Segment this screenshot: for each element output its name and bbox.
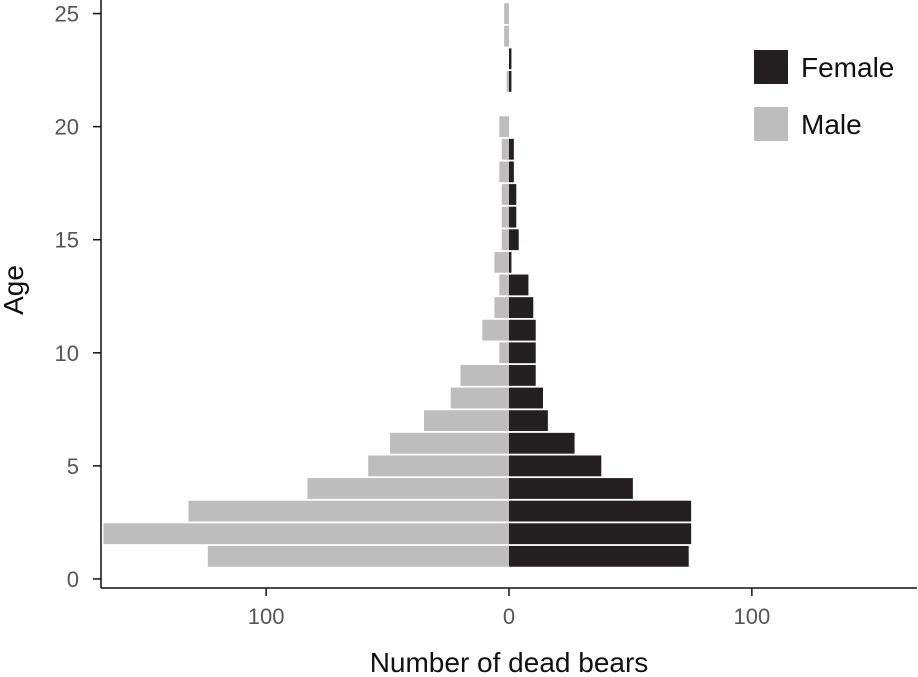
y-tick-label: 0 xyxy=(67,567,79,592)
legend-swatch-male xyxy=(754,107,788,141)
x-tick-label: 100 xyxy=(733,604,770,629)
bar-male-age-14 xyxy=(494,251,509,273)
bar-female-age-9 xyxy=(509,365,536,386)
bar-female-age-5 xyxy=(509,455,602,477)
bar-female-age-19 xyxy=(509,138,514,160)
bar-female-age-7 xyxy=(509,410,548,432)
bar-male-age-8 xyxy=(450,387,509,409)
x-tick-label: 100 xyxy=(248,604,285,629)
bar-male-age-9 xyxy=(460,365,509,386)
bar-female-age-14 xyxy=(509,251,512,273)
y-tick-label: 15 xyxy=(55,228,79,253)
bar-male-age-16 xyxy=(501,206,509,228)
bar-female-age-17 xyxy=(509,184,517,205)
bar-male-age-10 xyxy=(499,342,509,364)
bar-male-age-7 xyxy=(424,410,509,432)
bar-male-age-22 xyxy=(506,71,509,92)
legend: Female Male xyxy=(754,50,894,141)
bar-male-age-11 xyxy=(482,319,509,341)
bar-female-age-6 xyxy=(509,432,575,454)
bar-male-age-19 xyxy=(501,138,509,160)
bar-female-age-12 xyxy=(509,297,534,318)
bar-female-age-10 xyxy=(509,342,536,364)
bar-female-age-1 xyxy=(509,545,689,567)
y-tick-label: 10 xyxy=(55,341,79,366)
x-axis-title: Number of dead bears xyxy=(370,647,649,677)
bar-male-age-24 xyxy=(504,25,509,47)
y-tick-label: 5 xyxy=(67,454,79,479)
y-ticks-group: 0 5 10 15 20 25 xyxy=(55,2,101,592)
legend-label-male: Male xyxy=(801,109,862,140)
bar-male-age-4 xyxy=(307,478,509,499)
y-axis-title: Age xyxy=(0,265,29,315)
bar-female-age-13 xyxy=(509,274,529,296)
x-ticks-group: 100 0 100 xyxy=(248,588,770,629)
bar-female-age-23 xyxy=(509,48,512,70)
x-tick-label: 0 xyxy=(503,604,515,629)
bar-female-age-2 xyxy=(509,523,692,545)
bar-male-age-17 xyxy=(501,184,509,205)
bar-male-age-6 xyxy=(390,432,509,454)
bar-female-age-22 xyxy=(509,71,512,92)
bar-female-age-16 xyxy=(509,206,517,228)
bar-male-age-2 xyxy=(103,523,509,545)
bar-male-age-13 xyxy=(499,274,509,296)
legend-label-female: Female xyxy=(801,52,894,83)
bar-female-age-4 xyxy=(509,478,633,499)
bar-male-age-20 xyxy=(499,116,509,138)
bar-male-age-25 xyxy=(504,3,509,24)
bar-male-age-18 xyxy=(499,161,509,183)
bar-female-age-8 xyxy=(509,387,543,409)
y-tick-label: 20 xyxy=(55,115,79,140)
bar-female-age-15 xyxy=(509,229,519,251)
bar-female-age-18 xyxy=(509,161,514,183)
y-tick-label: 25 xyxy=(55,2,79,27)
bars-group xyxy=(103,3,692,567)
bar-male-age-3 xyxy=(188,500,509,522)
bar-male-age-12 xyxy=(494,297,509,318)
bar-female-age-3 xyxy=(509,500,692,522)
legend-swatch-female xyxy=(754,50,788,84)
bar-male-age-1 xyxy=(207,545,509,567)
bar-male-age-5 xyxy=(368,455,509,477)
bar-male-age-15 xyxy=(501,229,509,251)
bar-female-age-11 xyxy=(509,319,536,341)
